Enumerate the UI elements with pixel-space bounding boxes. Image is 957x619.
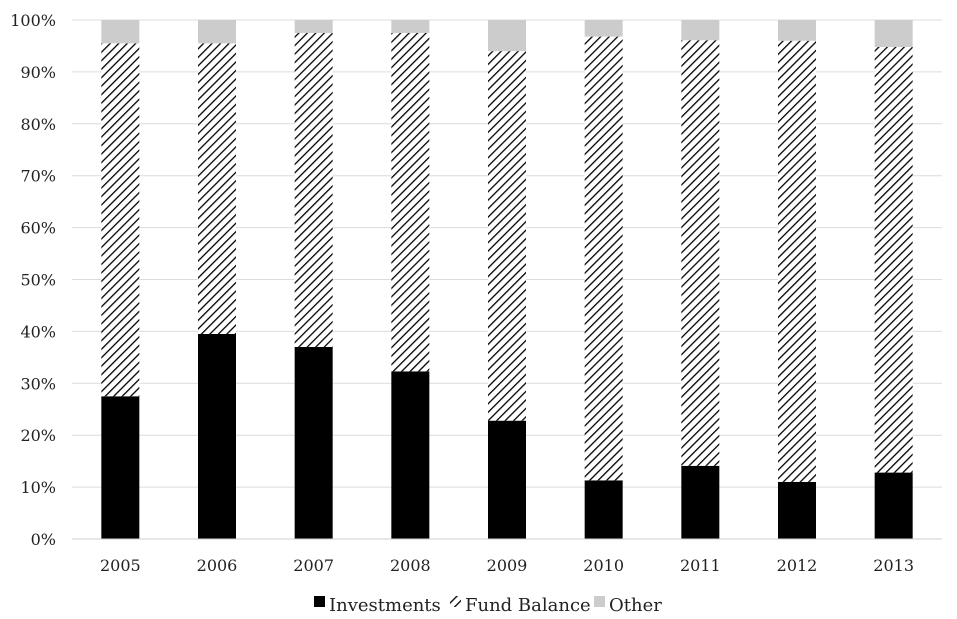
y-axis: 0% 10% 20% 30% 40% 50% 60% 70% 80% 90% 100% <box>10 11 56 549</box>
bar-fund-balance-2005 <box>101 43 140 397</box>
legend-swatch-other <box>594 596 605 607</box>
y-tick-label: 100% <box>10 11 56 30</box>
legend-label: Fund Balance <box>465 595 591 616</box>
bar-other-2008 <box>391 20 430 33</box>
x-tick-label: 2006 <box>197 556 238 575</box>
bar-fund-balance-2011 <box>681 40 720 466</box>
legend-swatch-investments <box>314 596 325 607</box>
bar-other-2012 <box>778 20 816 41</box>
bar-investments-2005 <box>101 396 140 539</box>
legend-label: Other <box>609 595 662 616</box>
y-tick-label: 40% <box>20 322 56 341</box>
bar-other-2009 <box>488 20 526 52</box>
x-tick-label: 2010 <box>583 556 624 575</box>
legend-label: Investments <box>329 595 441 616</box>
x-tick-label: 2007 <box>293 556 334 575</box>
y-tick-label: 10% <box>20 478 56 497</box>
bar-fund-balance-2007 <box>294 32 333 347</box>
bar-investments-2010 <box>584 480 623 539</box>
y-tick-label: 80% <box>20 115 56 134</box>
bar-investments-2009 <box>488 420 526 539</box>
y-tick-label: 60% <box>20 219 56 238</box>
bar-other-2005 <box>101 20 140 44</box>
bar-fund-balance-2008 <box>391 32 430 372</box>
bar-other-2007 <box>294 20 333 33</box>
x-tick-label: 2011 <box>680 556 721 575</box>
bar-investments-2013 <box>874 472 913 539</box>
x-tick-label: 2005 <box>100 556 141 575</box>
bar-investments-2011 <box>681 465 720 539</box>
bar-investments-2007 <box>294 346 333 539</box>
bar-fund-balance-2009 <box>488 51 526 421</box>
bars <box>101 20 913 539</box>
x-tick-label: 2008 <box>390 556 431 575</box>
y-tick-label: 30% <box>20 374 56 393</box>
y-tick-label: 90% <box>20 63 56 82</box>
bar-investments-2006 <box>198 333 236 539</box>
legend-swatch-fund-balance <box>450 596 461 607</box>
legend: Investments Fund Balance Other <box>314 595 662 616</box>
y-tick-label: 0% <box>31 530 56 549</box>
x-tick-label: 2012 <box>777 556 818 575</box>
bar-other-2006 <box>198 20 236 44</box>
bar-other-2010 <box>584 20 623 37</box>
y-tick-label: 20% <box>20 426 56 445</box>
x-axis: 2005 2006 2007 2008 2009 2010 2011 2012 2013 <box>72 538 942 575</box>
bar-fund-balance-2013 <box>874 46 913 473</box>
bar-investments-2008 <box>391 371 430 539</box>
x-tick-label: 2013 <box>873 556 914 575</box>
y-tick-label: 70% <box>20 167 56 186</box>
bar-other-2013 <box>874 20 913 47</box>
bar-investments-2012 <box>778 481 816 539</box>
x-tick-label: 2009 <box>487 556 528 575</box>
y-tick-label: 50% <box>20 271 56 290</box>
bar-fund-balance-2006 <box>198 43 236 334</box>
bar-other-2011 <box>681 20 720 41</box>
bar-fund-balance-2012 <box>778 40 816 482</box>
bar-fund-balance-2010 <box>584 36 623 481</box>
